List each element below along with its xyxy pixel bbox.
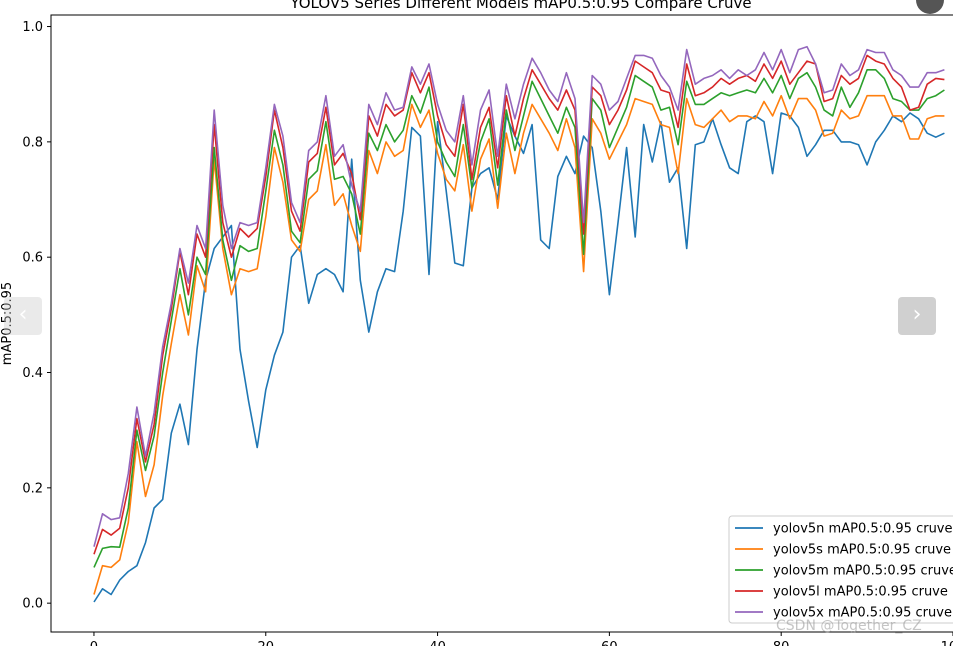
y-tick-label: 0.8 — [22, 135, 43, 150]
x-tick-label: 40 — [429, 640, 446, 646]
series-line-5 — [93, 45, 945, 547]
watermark: CSDN @Together_CZ — [776, 618, 922, 634]
close-circle-icon[interactable] — [916, 0, 944, 14]
legend-label-1: yolov5n mAP0.5:0.95 cruve — [773, 522, 953, 537]
previous-image-button[interactable]: ‹ — [4, 297, 42, 335]
series-line-2 — [93, 94, 945, 595]
chart-title: YOLOV5 Series Different Models mAP0.5:0.… — [289, 0, 751, 12]
legend-box — [728, 515, 953, 624]
legend-label-2: yolov5s mAP0.5:0.95 cruve — [773, 543, 951, 558]
plot-frame — [50, 14, 953, 633]
y-tick-label: 0.6 — [22, 251, 43, 266]
legend-label-3: yolov5m mAP0.5:0.95 cruve — [773, 564, 953, 579]
y-axis-label: mAP0.5:0.95 — [0, 282, 15, 365]
x-tick-label: 100 — [941, 640, 953, 646]
y-tick-label: 1.0 — [22, 20, 43, 35]
x-tick-label: 80 — [773, 640, 790, 646]
legend-label-4: yolov5l mAP0.5:0.95 cruve — [773, 585, 948, 600]
next-image-button[interactable]: › — [898, 297, 936, 335]
legend-label-5: yolov5x mAP0.5:0.95 cruve — [773, 606, 952, 621]
y-tick-label: 0.0 — [22, 597, 43, 612]
series-line-3 — [93, 69, 945, 568]
y-tick-label: 0.4 — [22, 366, 43, 381]
series-line-1 — [93, 112, 945, 603]
x-tick-label: 20 — [257, 640, 274, 646]
x-tick-label: 60 — [601, 640, 618, 646]
x-tick-label: 0 — [90, 640, 98, 646]
y-tick-label: 0.2 — [22, 481, 43, 496]
series-line-4 — [93, 54, 945, 555]
